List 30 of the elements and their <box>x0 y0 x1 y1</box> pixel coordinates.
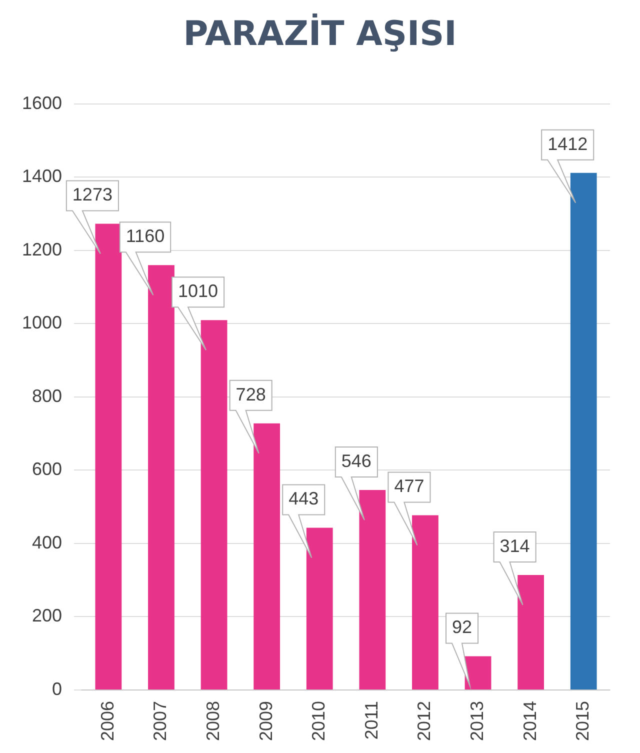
y-tick-label: 800 <box>32 386 62 406</box>
x-tick-label: 2013 <box>466 700 487 742</box>
data-label: 1010 <box>178 281 218 302</box>
y-tick-label: 1600 <box>22 92 62 113</box>
x-tick-label: 2015 <box>572 700 593 742</box>
y-tick-label: 1000 <box>22 312 62 333</box>
chart-title: PARAZİT AŞISI <box>182 14 458 56</box>
y-tick-label: 0 <box>52 678 62 699</box>
y-tick-label: 1200 <box>22 239 62 260</box>
x-tick-label: 2010 <box>308 700 329 742</box>
data-label: 314 <box>500 536 530 556</box>
data-label: 728 <box>236 384 266 404</box>
x-tick-label: 2011 <box>361 700 382 740</box>
x-tick-label: 2007 <box>150 700 170 742</box>
x-tick-label: 2014 <box>520 700 540 742</box>
data-label: 1273 <box>72 184 112 205</box>
x-tick-label: 2008 <box>203 700 223 742</box>
data-label: 92 <box>452 617 472 638</box>
y-tick-label: 200 <box>32 606 62 626</box>
data-label: 1160 <box>126 226 165 246</box>
data-label: 1412 <box>548 134 588 154</box>
y-tick-label: 400 <box>32 532 62 552</box>
x-tick-label: 2006 <box>97 700 118 742</box>
x-tick-label: 2009 <box>256 700 276 742</box>
data-label: 443 <box>288 488 319 509</box>
x-tick-label: 2012 <box>414 700 434 742</box>
data-label: 546 <box>341 450 372 471</box>
y-tick-label: 1400 <box>22 166 62 186</box>
y-tick-label: 600 <box>32 459 62 480</box>
data-label: 477 <box>394 476 424 496</box>
